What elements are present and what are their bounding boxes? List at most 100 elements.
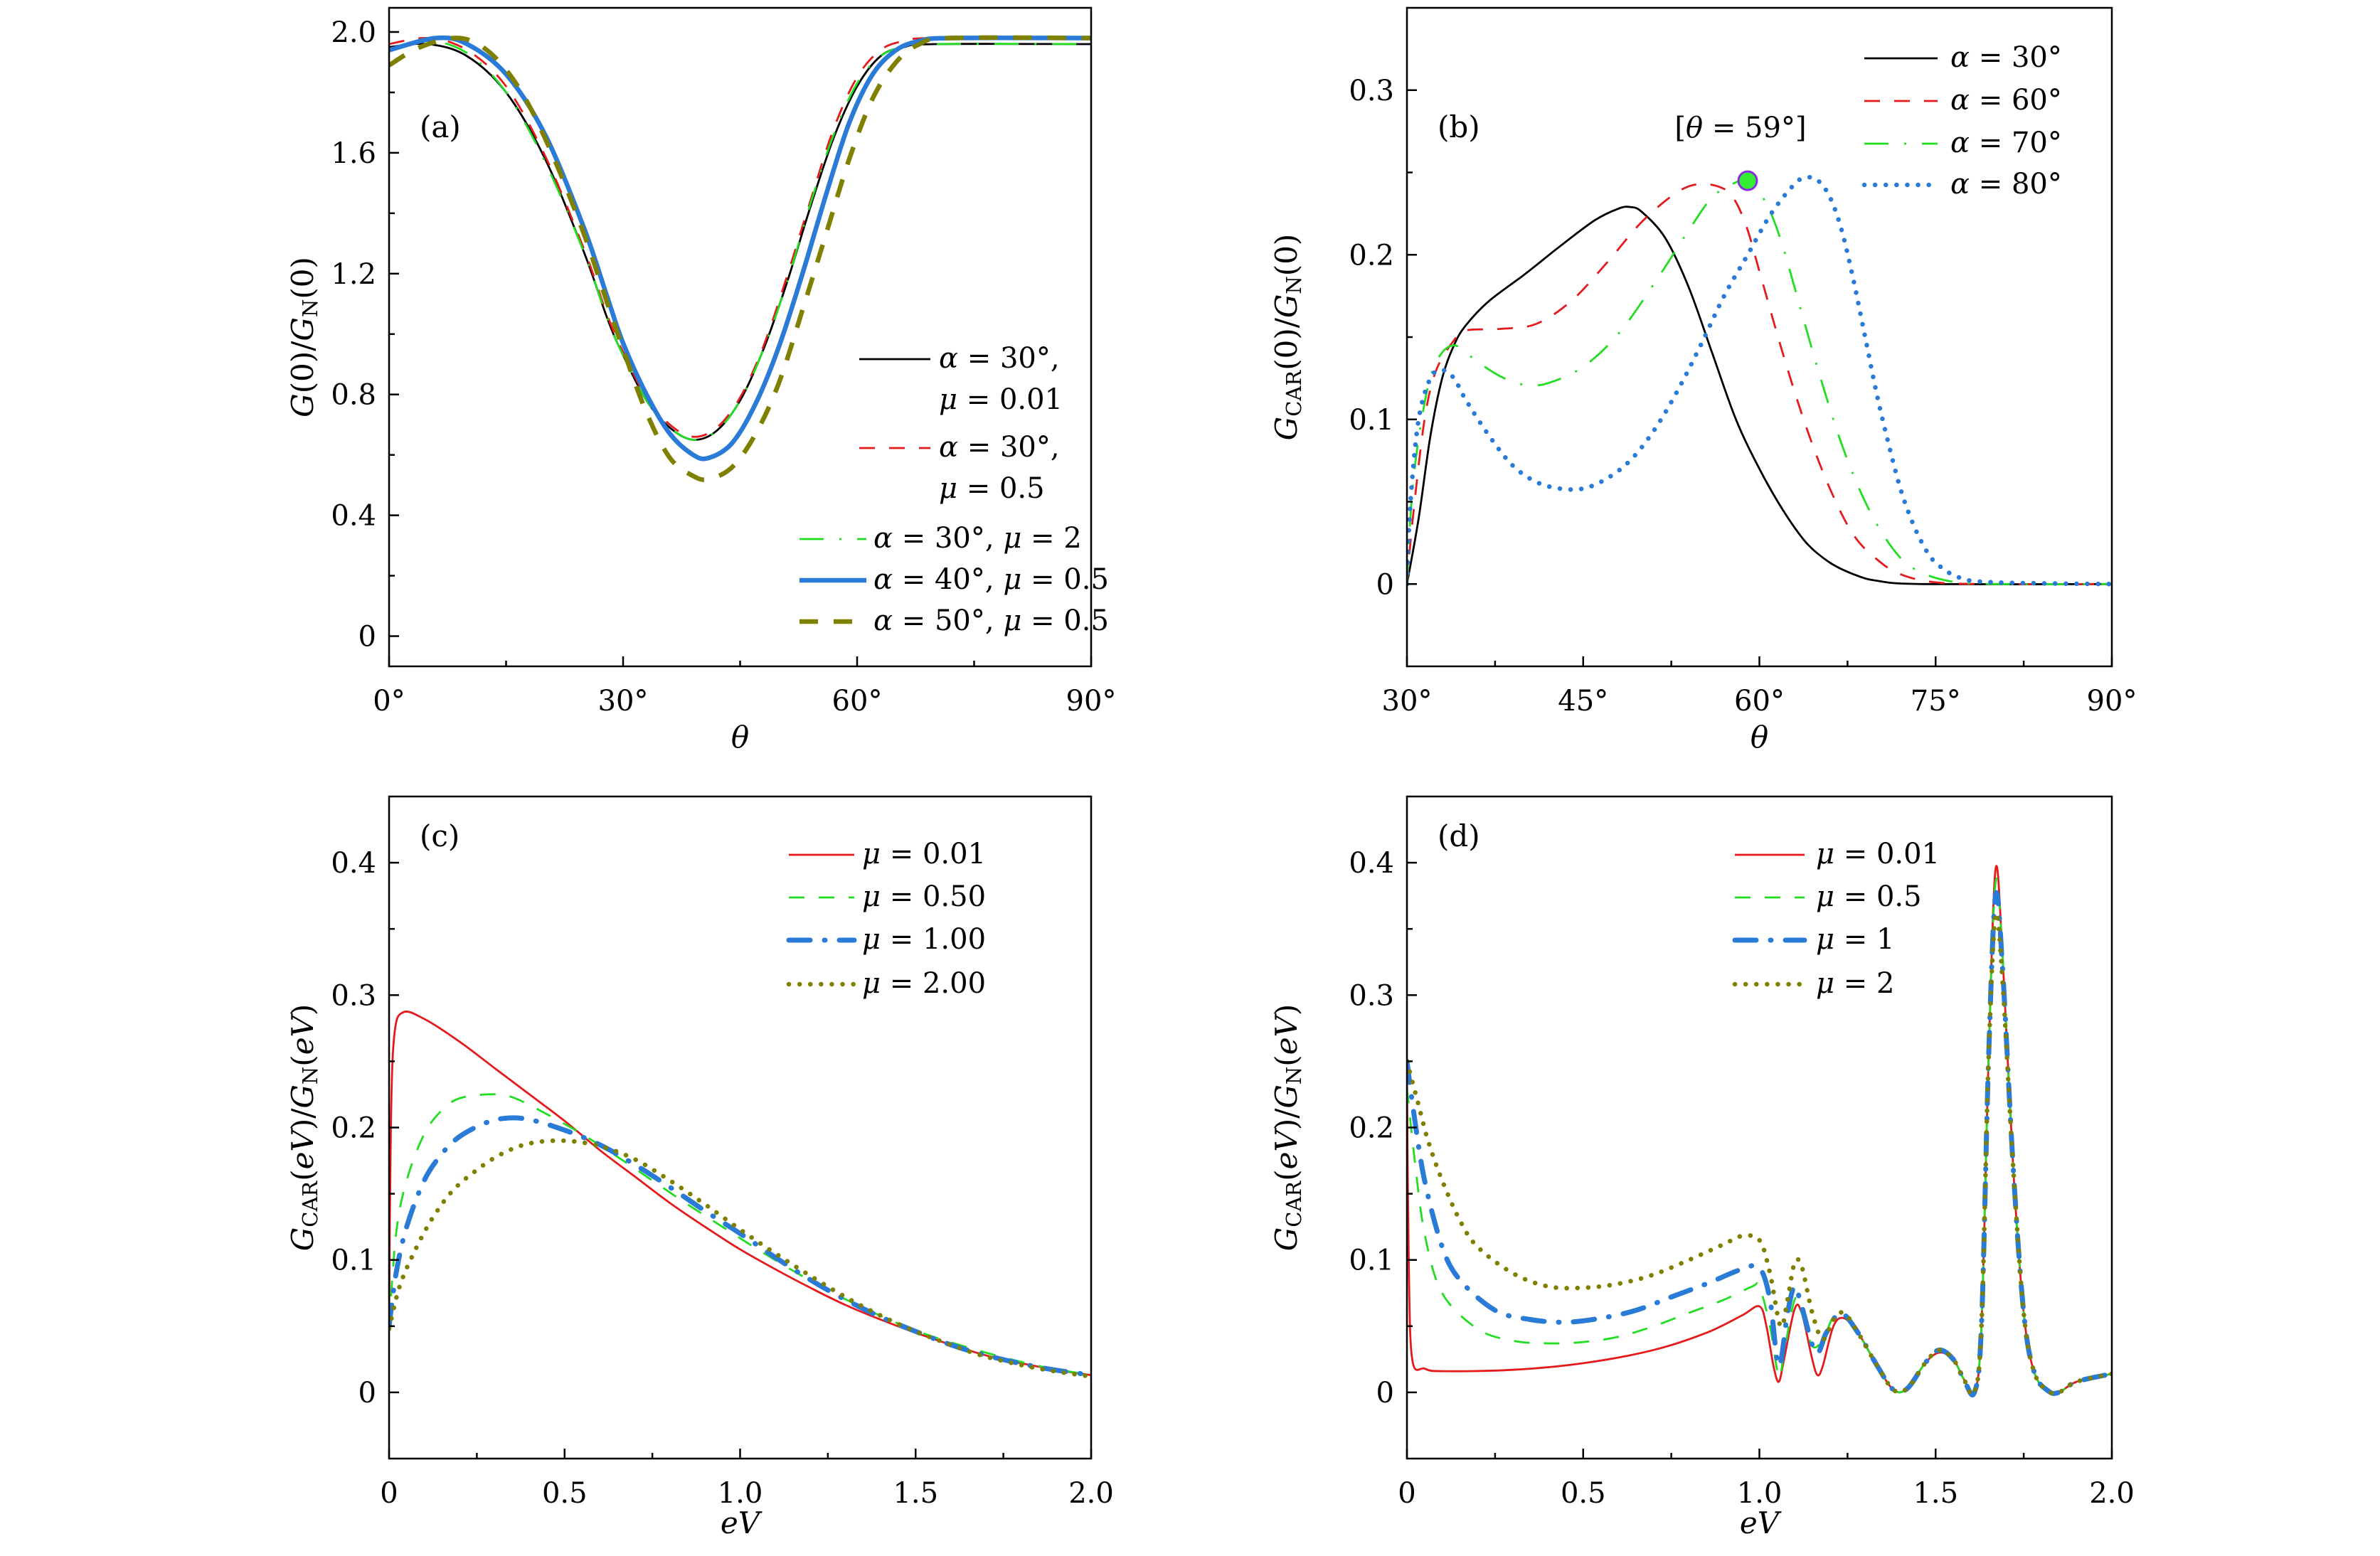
legend-char: = bbox=[890, 880, 914, 913]
legend-char bbox=[991, 431, 1000, 464]
label-part: 0 bbox=[1269, 245, 1304, 265]
legend-char bbox=[1834, 880, 1844, 913]
label-part: ) bbox=[285, 257, 320, 268]
label-subscript: N bbox=[298, 1067, 322, 1085]
legend-label-5: α = 50°, μ = 0.5 bbox=[873, 604, 1109, 637]
legend-char: . bbox=[940, 838, 950, 870]
legend-char: 3 bbox=[1000, 431, 1018, 464]
label-part: 0 bbox=[285, 363, 320, 382]
y-tick-label: 0.1 bbox=[1349, 404, 1394, 437]
legend-char: 1 bbox=[1876, 923, 1894, 956]
label-part: ) bbox=[1269, 1004, 1304, 1016]
legend-char: 0 bbox=[2029, 84, 2047, 117]
legend-char: 0 bbox=[923, 880, 940, 913]
legend-char: 1 bbox=[1045, 383, 1063, 416]
label-part: G bbox=[285, 393, 320, 417]
series-line-1 bbox=[1407, 865, 2112, 1396]
legend-char bbox=[1834, 923, 1844, 956]
series-line-2 bbox=[1407, 877, 2112, 1396]
legend-char: = bbox=[1844, 923, 1868, 956]
y-axis-label: GCAR​(eV)/GN​(eV) bbox=[1269, 1004, 1306, 1252]
legend-char: = bbox=[890, 838, 914, 870]
legend-char bbox=[2002, 127, 2012, 159]
label-part: e bbox=[1269, 1037, 1304, 1055]
legend-char: 5 bbox=[1090, 563, 1108, 596]
x-tick-label: 0° bbox=[373, 685, 405, 718]
legend-char: μ bbox=[1816, 967, 1834, 1000]
legend-char: = bbox=[902, 563, 926, 596]
legend-label-2: α = 60° bbox=[1950, 84, 2062, 117]
legend-char bbox=[925, 522, 935, 555]
legend-char bbox=[881, 880, 890, 913]
legend-char: α bbox=[1950, 41, 1970, 74]
legend-char: 9 bbox=[1763, 112, 1781, 144]
legend-char: ] bbox=[1795, 112, 1807, 144]
series-line-4 bbox=[389, 35, 1091, 462]
legend-char: 0 bbox=[952, 522, 970, 555]
peak-marker bbox=[1737, 170, 1758, 191]
legend-char bbox=[2002, 84, 2012, 117]
panel-label: (a) bbox=[420, 110, 461, 144]
series-line-4 bbox=[1407, 910, 2112, 1397]
peak-annotation: [θ = 59°] bbox=[1674, 112, 1806, 144]
legend-label-3: α = 70° bbox=[1950, 127, 2062, 159]
label-part: V bbox=[285, 1013, 320, 1037]
panel-b: 30°45°60°75°90°00.10.20.3θGCAR​(0)/GN​(0… bbox=[1269, 6, 2137, 755]
series-group bbox=[389, 35, 1091, 482]
panel-a: 0°30°60°90°00.40.81.21.62.0θG(0)/GN​(0)(… bbox=[285, 6, 1116, 755]
label-subscript: N bbox=[1282, 1067, 1306, 1085]
legend-char bbox=[1867, 967, 1876, 1000]
label-part: G bbox=[1269, 417, 1304, 441]
legend-label-3: μ = 1 bbox=[1816, 923, 1894, 956]
legend-char: μ bbox=[862, 880, 881, 913]
legend-char: 0 bbox=[1018, 342, 1036, 375]
series-line-2 bbox=[389, 1093, 1091, 1377]
label-part: ( bbox=[285, 287, 320, 299]
legend-label-2: μ = 0.50 bbox=[862, 880, 986, 913]
label-part: e bbox=[1269, 1152, 1304, 1170]
legend-char: α bbox=[1950, 84, 1970, 117]
legend-char: . bbox=[940, 880, 950, 913]
legend-char: 5 bbox=[1745, 112, 1763, 144]
legend-char: 4 bbox=[935, 563, 952, 596]
legend-char bbox=[893, 563, 902, 596]
legend-char bbox=[893, 604, 902, 637]
legend-char bbox=[1055, 604, 1064, 637]
legend-char: 2 bbox=[1876, 967, 1894, 1000]
legend-char bbox=[1834, 838, 1844, 870]
legend-char: α bbox=[1950, 168, 1970, 201]
legend-char: μ bbox=[1003, 522, 1021, 555]
legend-char bbox=[1021, 522, 1031, 555]
label-part: ) bbox=[1269, 234, 1304, 245]
legend-char: = bbox=[1031, 522, 1055, 555]
label-part: G bbox=[1269, 1227, 1304, 1252]
legend-char: = bbox=[967, 431, 992, 464]
series-line-3 bbox=[1407, 178, 2112, 586]
label-part: ( bbox=[1269, 1169, 1304, 1181]
legend-char: = bbox=[967, 383, 991, 416]
legend-char: α bbox=[873, 522, 893, 555]
legend-char: 5 bbox=[1026, 472, 1044, 505]
legend-char: 0 bbox=[999, 472, 1017, 505]
legend-char bbox=[1970, 127, 1979, 159]
legend-char: = bbox=[1844, 967, 1868, 1000]
legend-char: α bbox=[873, 563, 893, 596]
legend-char: μ bbox=[939, 383, 957, 416]
legend: α = 30°α = 60°α = 70°α = 80° bbox=[1861, 41, 2062, 201]
x-tick-label: 2.0 bbox=[1068, 1477, 1114, 1510]
label-part: 0 bbox=[285, 269, 320, 288]
legend-char: 2 bbox=[1063, 522, 1081, 555]
legend-char: 0 bbox=[1876, 880, 1894, 913]
legend-char: 7 bbox=[2012, 127, 2029, 159]
legend-char bbox=[2002, 168, 2012, 201]
legend-char bbox=[957, 383, 967, 416]
legend-char bbox=[1703, 112, 1712, 144]
legend-char bbox=[1867, 838, 1876, 870]
legend-label-1: α = 30° bbox=[1950, 41, 2062, 74]
y-tick-label: 0.4 bbox=[1349, 847, 1394, 880]
legend-char bbox=[994, 563, 1004, 596]
label-subscript: CAR bbox=[1282, 1181, 1306, 1227]
label-part: G bbox=[1269, 1085, 1304, 1109]
label-part: ) bbox=[285, 1119, 320, 1130]
legend-char: α bbox=[939, 342, 958, 375]
